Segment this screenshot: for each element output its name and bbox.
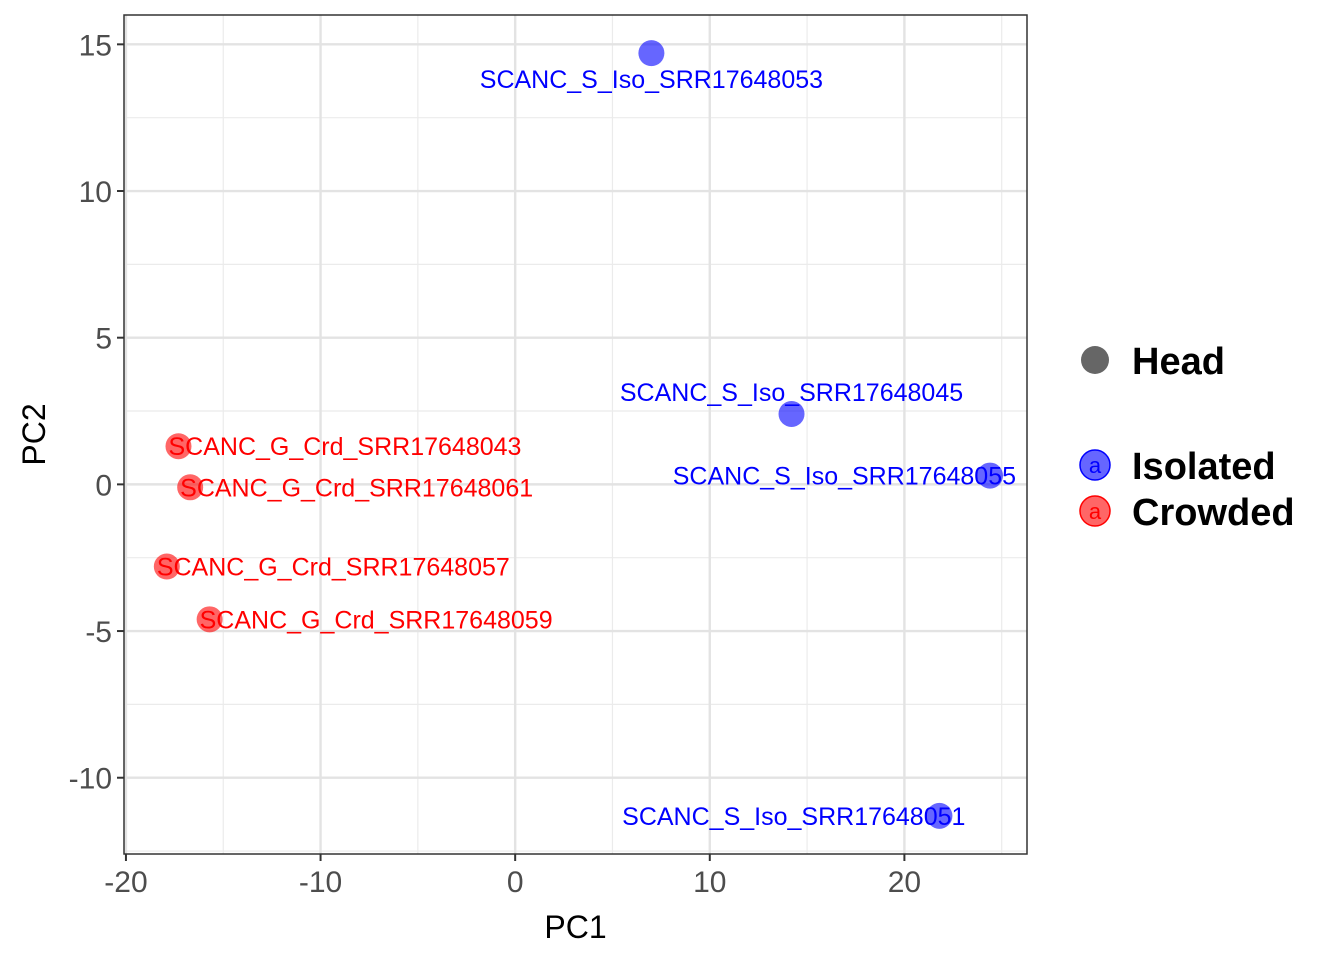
x-axis-title: PC1 [544, 909, 606, 945]
legend-label-head: Head [1132, 341, 1225, 383]
x-tick-label: -20 [104, 866, 147, 899]
data-point-crowded [153, 553, 180, 580]
legend-key-crowded [1079, 495, 1111, 527]
point-label: SCANC_G_Crd_SRR17648059 [200, 606, 553, 634]
plot-panel-border [123, 14, 1028, 855]
point-label: SCANC_S_Iso_SRR17648053 [480, 66, 823, 94]
x-tick-label: 0 [507, 866, 524, 899]
legend-key-glyph: a [1089, 499, 1102, 524]
minor-gridlines [124, 15, 1027, 854]
legend-group-entries: a Isolated a Crowded [1079, 446, 1295, 534]
legend-label-isolated: Isolated [1132, 446, 1276, 488]
legend-shape-key-circle [1081, 346, 1109, 374]
legend-key-glyph: a [1089, 453, 1102, 478]
legend-key-isolated [1079, 449, 1111, 481]
data-point-isolated [778, 400, 805, 427]
data-points [153, 40, 1004, 829]
point-label: SCANC_S_Iso_SRR17648045 [620, 379, 963, 407]
data-point-crowded [165, 433, 192, 460]
point-label: SCANC_G_Crd_SRR17648057 [157, 554, 510, 582]
major-gridlines [124, 15, 1027, 854]
plot-panel-background [124, 15, 1027, 854]
y-tick-label: 0 [95, 469, 112, 502]
data-point-isolated [638, 40, 665, 67]
legend: Head a Isolated a Crowded [1079, 341, 1295, 534]
legend-label-crowded: Crowded [1132, 492, 1295, 534]
y-tick-label: -10 [69, 763, 112, 796]
y-axis-title: PC2 [16, 403, 52, 465]
point-label: SCANC_S_Iso_SRR17648055 [673, 463, 1016, 491]
point-label: SCANC_G_Crd_SRR17648043 [168, 433, 521, 461]
y-axis: -10 -5 0 5 10 15 [69, 29, 124, 796]
x-tick-label: 20 [888, 866, 921, 899]
y-tick-label: 10 [79, 176, 112, 209]
y-tick-label: 15 [79, 29, 112, 62]
point-labels: SCANC_S_Iso_SRR17648053 SCANC_S_Iso_SRR17… [157, 66, 1016, 831]
x-axis: -20 -10 0 10 20 [104, 854, 921, 899]
data-point-isolated [977, 462, 1004, 489]
data-point-crowded [177, 474, 204, 501]
data-point-isolated [926, 802, 953, 829]
x-tick-label: 10 [693, 866, 726, 899]
x-tick-label: -10 [299, 866, 342, 899]
point-label: SCANC_S_Iso_SRR17648051 [622, 803, 965, 831]
y-tick-label: -5 [85, 616, 112, 649]
y-tick-label: 5 [95, 323, 112, 356]
point-label: SCANC_G_Crd_SRR17648061 [180, 474, 533, 502]
data-point-crowded [196, 606, 223, 633]
